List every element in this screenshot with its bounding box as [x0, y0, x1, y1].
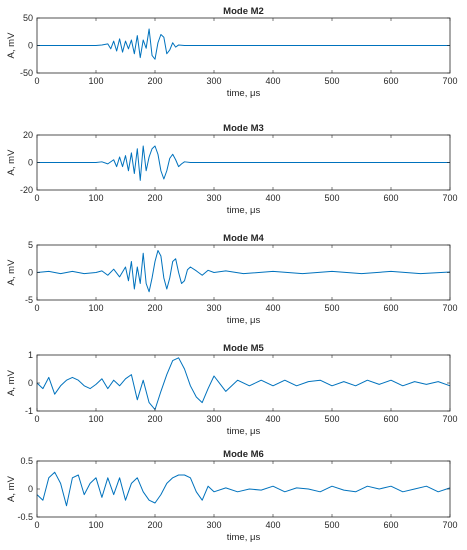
plot-frame [36, 244, 451, 301]
x-tick-label: 200 [147, 414, 162, 424]
x-tick-label: 0 [34, 520, 39, 530]
y-tick-label: -0.5 [17, 512, 33, 522]
y-axis-label: A, mV [6, 32, 17, 59]
x-tick-label: 100 [88, 520, 103, 530]
y-tick-label: 0 [28, 378, 33, 388]
x-tick-label: 200 [147, 520, 162, 530]
x-axis-label: time, μs [227, 88, 261, 99]
x-tick-label: 500 [324, 414, 339, 424]
x-tick-label: 700 [442, 193, 457, 203]
y-tick-label: 50 [23, 13, 33, 23]
y-tick-label: -50 [20, 68, 33, 78]
chart-panel-3: Mode M30 100 200 300 400 500 600 700-20020time,… [6, 123, 458, 216]
chart-title: Mode M3 [223, 123, 264, 134]
x-tick-label: 0 [34, 303, 39, 313]
series-line [36, 250, 451, 293]
y-tick-label: 0 [28, 268, 33, 278]
x-tick-label: 200 [147, 193, 162, 203]
x-tick-label: 600 [383, 193, 398, 203]
y-tick-label: 0 [28, 158, 33, 168]
x-tick-label: 600 [383, 76, 398, 86]
x-tick-label: 600 [383, 520, 398, 530]
y-axis-label: A, mV [6, 475, 17, 502]
x-axis-label: time, μs [227, 426, 261, 437]
x-tick-label: 200 [147, 303, 162, 313]
x-axis-label: time, μs [227, 315, 261, 326]
x-tick-label: 700 [442, 303, 457, 313]
x-tick-label: 300 [206, 414, 221, 424]
y-axis-label: A, mV [6, 149, 17, 176]
x-tick-label: 300 [206, 193, 221, 203]
x-tick-label: 300 [206, 303, 221, 313]
chart-title: Mode M6 [223, 449, 264, 460]
x-axis-label: time, μs [227, 205, 261, 216]
x-tick-label: 100 [88, 303, 103, 313]
y-tick-label: 1 [28, 350, 33, 360]
x-tick-label: 300 [206, 76, 221, 86]
series-line [37, 145, 450, 181]
x-tick-label: 400 [265, 303, 280, 313]
x-tick-label: 300 [206, 520, 221, 530]
y-axis-label: A, mV [6, 369, 17, 396]
x-axis-label: time, μs [227, 532, 261, 543]
chart-title: Mode M4 [223, 233, 264, 244]
x-tick-label: 0 [34, 76, 39, 86]
series-line [37, 28, 450, 60]
x-tick-label: 100 [88, 414, 103, 424]
y-tick-label: -5 [25, 295, 33, 305]
y-axis-label: A, mV [6, 259, 17, 286]
chart-title: Mode M2 [223, 6, 264, 17]
chart-panel-2: Mode M20 100 200 300 400 500 600 700-50050time,… [6, 6, 458, 99]
x-tick-label: 600 [383, 414, 398, 424]
y-tick-label: 0.5 [20, 456, 33, 466]
x-tick-label: 400 [265, 414, 280, 424]
x-tick-label: 700 [442, 520, 457, 530]
chart-title: Mode M5 [223, 343, 264, 354]
x-tick-label: 700 [442, 76, 457, 86]
y-tick-label: -1 [25, 406, 33, 416]
x-tick-label: 500 [324, 193, 339, 203]
x-tick-label: 500 [324, 303, 339, 313]
x-tick-label: 100 [88, 193, 103, 203]
x-tick-label: 600 [383, 303, 398, 313]
x-tick-label: 400 [265, 520, 280, 530]
y-tick-label: 5 [28, 240, 33, 250]
x-tick-label: 700 [442, 414, 457, 424]
x-tick-label: 400 [265, 193, 280, 203]
x-tick-label: 100 [88, 76, 103, 86]
y-tick-label: -20 [20, 185, 33, 195]
y-tick-label: 0 [28, 484, 33, 494]
series-line [36, 471, 451, 507]
x-tick-label: 200 [147, 76, 162, 86]
x-tick-label: 0 [34, 414, 39, 424]
x-tick-label: 500 [324, 76, 339, 86]
chart-panel-6: Mode M60 100 200 300 400 500 600 700-0.500.5tim… [6, 449, 458, 543]
series-line [36, 357, 451, 411]
x-tick-label: 400 [265, 76, 280, 86]
y-tick-label: 20 [23, 130, 33, 140]
y-tick-label: 0 [28, 41, 33, 51]
x-tick-label: 0 [34, 193, 39, 203]
x-tick-label: 500 [324, 520, 339, 530]
